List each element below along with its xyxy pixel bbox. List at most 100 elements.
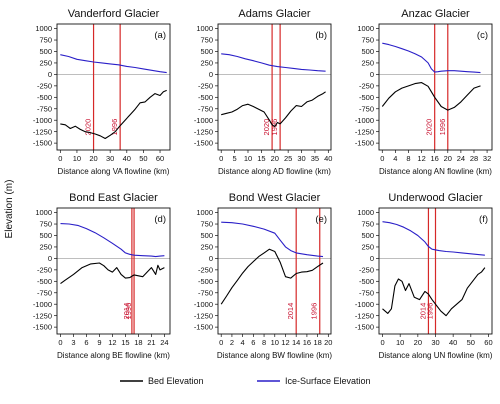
chart-2-xtick-7: 35 [311, 154, 319, 163]
chart-3-title: Anzac Glacier [401, 8, 470, 20]
chart-3-bed-line [381, 82, 481, 111]
legend-ice-label: Ice-Surface Elevation [285, 376, 371, 386]
chart-6-xtick-1: 10 [396, 338, 404, 347]
legend: Bed Elevation Ice-Surface Elevation [120, 376, 371, 386]
chart-2-ytick-0: 1000 [196, 24, 213, 33]
chart-3-ice-surface-line [382, 42, 481, 74]
chart-2-ytick-10: -1500 [194, 139, 213, 148]
chart-3-ytick-10: -1500 [355, 139, 374, 148]
chart-6-xtick-3: 30 [431, 338, 439, 347]
chart-5-ytick-2: 500 [200, 231, 213, 240]
chart-3-ytick-8: -1000 [355, 116, 374, 125]
chart-4-ytick-5: -250 [37, 265, 52, 274]
chart-3-ytick-6: -500 [359, 93, 374, 102]
chart-2-xtick-4: 20 [271, 154, 279, 163]
chart-2-ytick-2: 500 [200, 47, 213, 56]
chart-2-marker-label-0: 2020 [262, 119, 271, 136]
chart-4-ytick-2: 500 [39, 231, 52, 240]
chart-5-ytick-4: 0 [209, 254, 213, 263]
chart-4-xtick-2: 6 [84, 338, 88, 347]
chart-4-marker-label-0: 2014 [122, 303, 131, 320]
y-axis-label: Elevation (m) [4, 180, 15, 239]
chart-6-ytick-4: 0 [370, 254, 374, 263]
chart-6-ytick-10: -1500 [355, 323, 374, 332]
chart-2-ytick-6: -500 [198, 93, 213, 102]
chart-5-panel-label: (e) [315, 214, 327, 225]
chart-6-xlabel: Distance along UN flowline (km) [379, 351, 493, 360]
chart-4-ytick-6: -500 [37, 277, 52, 286]
chart-2-bed-line [221, 91, 326, 128]
chart-3-ytick-1: 750 [361, 36, 374, 45]
chart-6-ytick-5: -250 [359, 265, 374, 274]
chart-5-xtick-2: 4 [241, 338, 245, 347]
chart-2-xtick-2: 10 [244, 154, 252, 163]
chart-1-panel-label: (a) [154, 30, 166, 41]
chart-4-ice-surface-line [60, 223, 165, 258]
chart-3-xtick-1: 4 [393, 154, 397, 163]
chart-3-ytick-3: 250 [361, 59, 374, 68]
chart-4-ytick-9: -1250 [33, 311, 52, 320]
chart-5-ytick-10: -1500 [194, 323, 213, 332]
chart-2-ytick-8: -1000 [194, 116, 213, 125]
chart-2-ytick-3: 250 [200, 59, 213, 68]
chart-1-ytick-8: -1000 [33, 116, 52, 125]
chart-3-marker-label-1: 1996 [438, 119, 447, 136]
chart-2-ytick-5: -250 [198, 81, 213, 90]
chart-2-xtick-5: 25 [284, 154, 292, 163]
chart-1-xtick-2: 20 [89, 154, 97, 163]
chart-1-marker-label-1: 1996 [110, 119, 119, 136]
chart-5-ytick-7: -750 [198, 288, 213, 297]
legend-bed-label: Bed Elevation [148, 376, 204, 386]
chart-1-xlabel: Distance along VA flowline (km) [58, 167, 170, 176]
chart-5-xtick-0: 0 [219, 338, 223, 347]
chart-1-ytick-4: 0 [48, 70, 52, 79]
chart-1-xtick-4: 40 [123, 154, 131, 163]
chart-4-frame [56, 207, 171, 335]
chart-5-ytick-5: -250 [198, 265, 213, 274]
chart-5-xlabel: Distance along BW flowline (km) [217, 351, 332, 360]
chart-6-title: Underwood Glacier [388, 192, 482, 204]
chart-3-ytick-0: 1000 [357, 24, 374, 33]
chart-3-xlabel: Distance along AN flowline (km) [379, 167, 492, 176]
chart-1-ytick-6: -500 [37, 93, 52, 102]
chart-2-ytick-4: 0 [209, 70, 213, 79]
chart-3-ytick-2: 500 [361, 47, 374, 56]
chart-3-xtick-2: 8 [406, 154, 410, 163]
chart-6-ytick-6: -500 [359, 277, 374, 286]
chart-5-xtick-1: 2 [230, 338, 234, 347]
chart-4-panel-label: (d) [154, 214, 166, 225]
chart-2-xtick-8: 40 [324, 154, 332, 163]
chart-2-ytick-1: 750 [200, 36, 213, 45]
chart-1-frame [56, 23, 171, 151]
chart-1-xtick-5: 50 [139, 154, 147, 163]
chart-5-xtick-5: 10 [271, 338, 279, 347]
chart-1-ytick-3: 250 [39, 59, 52, 68]
chart-6-ytick-2: 500 [361, 231, 374, 240]
chart-6-xtick-6: 60 [484, 338, 492, 347]
chart-3-xtick-3: 12 [417, 154, 425, 163]
chart-2-xlabel: Distance along AD flowline (km) [218, 167, 331, 176]
chart-5-ytick-6: -500 [198, 277, 213, 286]
chart-1-bed-line [60, 89, 167, 140]
chart-6-bed-line [382, 267, 486, 317]
chart-4-xtick-8: 24 [160, 338, 168, 347]
chart-1-ytick-1: 750 [39, 36, 52, 45]
chart-6-xtick-2: 20 [414, 338, 422, 347]
chart-4-ytick-10: -1500 [33, 323, 52, 332]
chart-5-marker-label-1: 1996 [310, 303, 319, 320]
chart-1-ytick-0: 1000 [35, 24, 52, 33]
chart-5-xtick-4: 8 [262, 338, 266, 347]
chart-5-ytick-3: 250 [200, 243, 213, 252]
chart-6-xtick-4: 40 [449, 338, 457, 347]
chart-3-xtick-8: 32 [483, 154, 491, 163]
chart-2-xtick-1: 5 [233, 154, 237, 163]
chart-5-xtick-6: 12 [281, 338, 289, 347]
chart-6-marker-label-0: 2014 [418, 303, 427, 320]
chart-1-marker-label-0: 2020 [84, 119, 93, 136]
chart-3-ytick-7: -750 [359, 104, 374, 113]
chart-4-ytick-3: 250 [39, 243, 52, 252]
chart-1-xtick-3: 30 [106, 154, 114, 163]
